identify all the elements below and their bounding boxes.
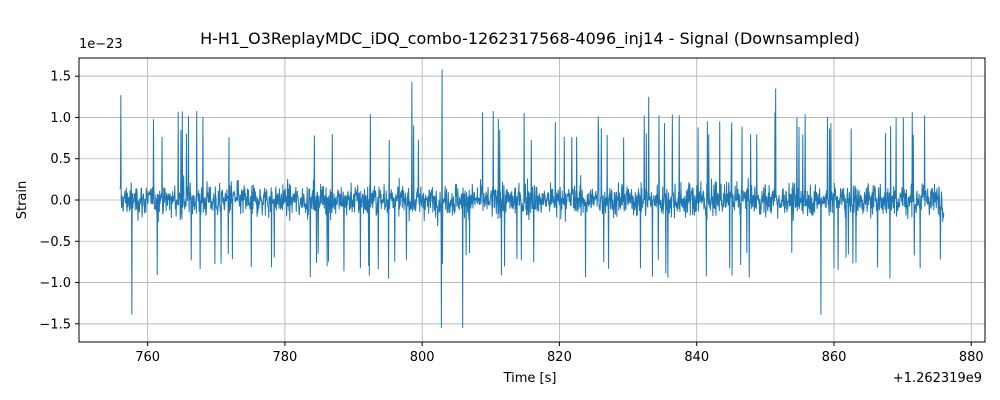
x-tick-label: 760 (135, 350, 160, 365)
y-scale-label: 1e−23 (79, 37, 123, 52)
y-tick-label: 1.0 (50, 111, 71, 126)
x-tick-label: 820 (547, 350, 572, 365)
plot-area (119, 69, 945, 328)
y-axis-ticks: −1.5 −1.0 −0.5 0.0 0.5 1.0 1.5 (39, 70, 79, 332)
signal-series-line (119, 69, 945, 328)
y-axis-label: Strain (15, 181, 30, 220)
y-tick-label: 1.5 (50, 70, 71, 85)
y-tick-label: 0.5 (50, 152, 71, 167)
x-tick-label: 780 (272, 350, 297, 365)
y-tick-label: −1.0 (39, 276, 71, 291)
x-offset-label: +1.262319e9 (893, 371, 982, 386)
x-tick-label: 860 (822, 350, 847, 365)
chart-title: H-H1_O3ReplayMDC_iDQ_combo-1262317568-40… (200, 29, 860, 49)
y-tick-label: −1.5 (39, 317, 71, 332)
x-axis-label: Time [s] (503, 371, 557, 386)
x-tick-label: 880 (959, 350, 984, 365)
x-axis-ticks: 760 780 800 820 840 860 880 (135, 342, 984, 365)
x-tick-label: 800 (410, 350, 435, 365)
y-tick-label: −0.5 (39, 235, 71, 250)
y-tick-label: 0.0 (50, 194, 71, 209)
x-tick-label: 840 (684, 350, 709, 365)
